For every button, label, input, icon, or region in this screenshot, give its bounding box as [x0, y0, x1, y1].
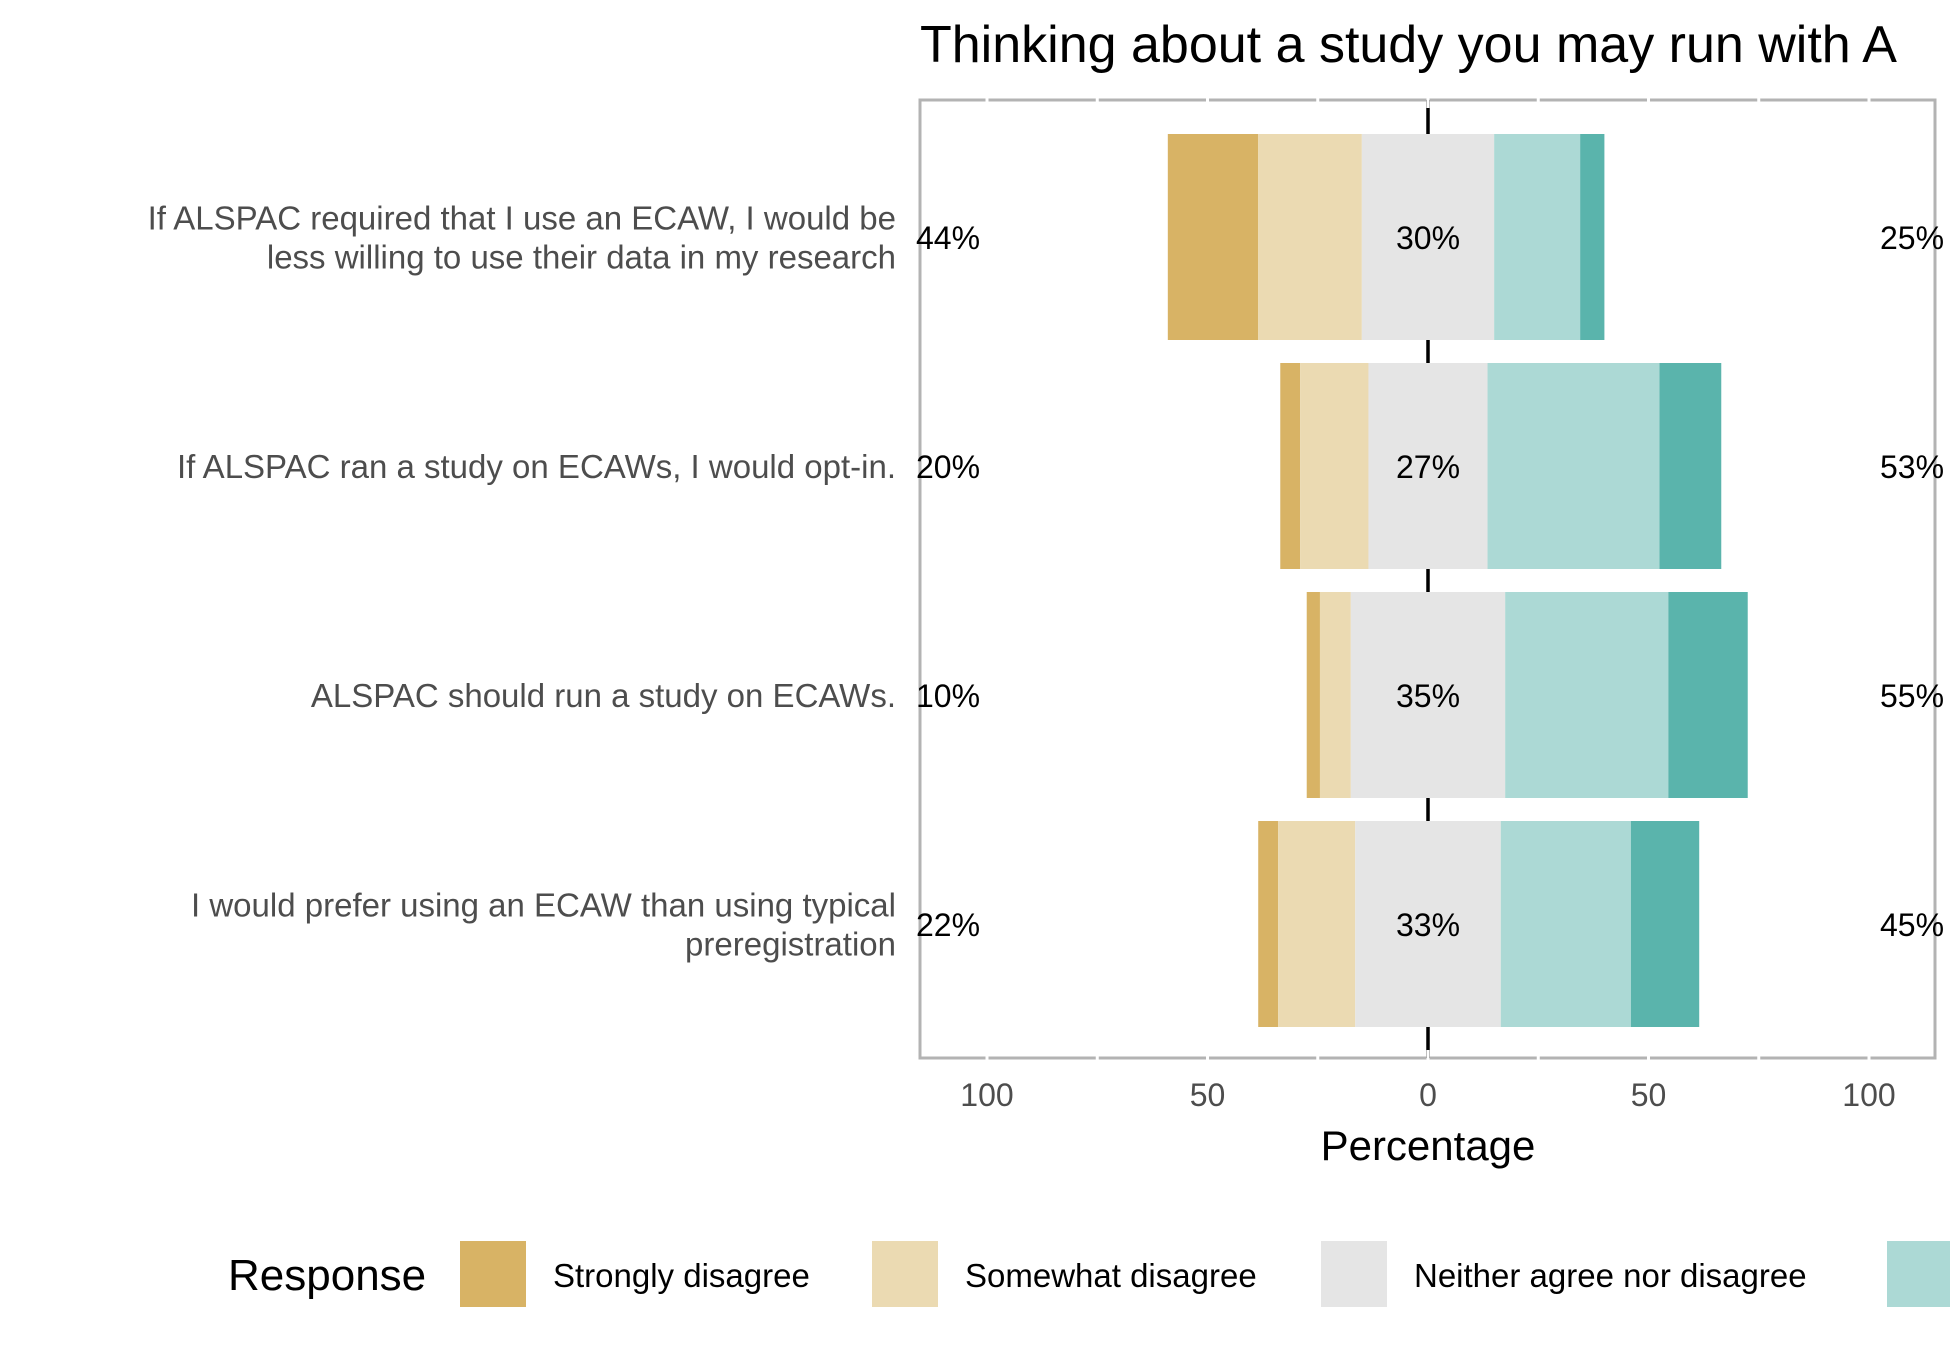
- question-label: If ALSPAC ran a study on ECAWs, I would …: [177, 448, 896, 485]
- right-percent-label: 45%: [1880, 907, 1944, 943]
- legend-key: [1319, 1239, 1389, 1309]
- center-percent-label: 30%: [1396, 220, 1460, 256]
- bar-segment: [1319, 592, 1351, 798]
- x-tick-label: 0: [1419, 1077, 1437, 1113]
- bar-segment: [1368, 363, 1488, 569]
- left-percent-label: 10%: [916, 678, 980, 714]
- bar-segment: [1258, 134, 1362, 340]
- bar-segment: [1355, 821, 1501, 1027]
- bar-segment: [1258, 821, 1279, 1027]
- center-percent-label: 33%: [1396, 907, 1460, 943]
- legend-label: Somewhat disagree: [965, 1257, 1257, 1294]
- right-percent-label: 55%: [1880, 678, 1944, 714]
- plot-area: 100 50 0 50 100 44% 30% 25% If ALSPAC required t…: [148, 98, 1944, 1113]
- bar-segment: [1505, 592, 1669, 798]
- chart-title: Thinking about a study you may run with …: [920, 16, 1897, 74]
- center-percent-label: 35%: [1396, 678, 1460, 714]
- question-label: ALSPAC should run a study on ECAWs.: [311, 677, 896, 714]
- legend-label: Neither agree nor disagree: [1414, 1257, 1807, 1294]
- bar-segment: [1659, 363, 1722, 569]
- question-label: If ALSPAC required that I use an ECAW, I…: [148, 200, 896, 276]
- x-axis-title: Percentage: [1321, 1122, 1536, 1169]
- x-tick-label: 50: [1631, 1077, 1667, 1113]
- legend-title: Response: [228, 1251, 426, 1300]
- bar-segment: [1487, 363, 1660, 569]
- legend-key: [458, 1239, 528, 1309]
- x-tick-label: 50: [1190, 1077, 1226, 1113]
- bar-segment: [1580, 134, 1605, 340]
- bar-segment: [1361, 134, 1495, 340]
- x-tick-label: 100: [960, 1077, 1013, 1113]
- left-percent-label: 44%: [916, 220, 980, 256]
- x-tick-label: 100: [1842, 1077, 1895, 1113]
- bar-segment: [1668, 592, 1748, 798]
- bar-segment: [1280, 363, 1301, 569]
- bar-segment: [1500, 821, 1631, 1027]
- legend: Response Strongly disagree Somewhat disagr…: [228, 1239, 1950, 1309]
- bar-segment: [1350, 592, 1506, 798]
- bar-segment: [1306, 592, 1320, 798]
- right-percent-label: 53%: [1880, 449, 1944, 485]
- center-percent-label: 27%: [1396, 449, 1460, 485]
- legend-key: [870, 1239, 940, 1309]
- left-percent-label: 20%: [916, 449, 980, 485]
- legend-key: [1885, 1239, 1950, 1309]
- question-label: I would prefer using an ECAW than using …: [191, 887, 896, 963]
- bar-segment: [1630, 821, 1700, 1027]
- legend-label: Strongly disagree: [553, 1257, 810, 1294]
- bar-segment: [1278, 821, 1356, 1027]
- bar-segment: [1167, 134, 1259, 340]
- left-percent-label: 22%: [916, 907, 980, 943]
- right-percent-label: 25%: [1880, 220, 1944, 256]
- bar-segment: [1494, 134, 1581, 340]
- bar-segment: [1300, 363, 1369, 569]
